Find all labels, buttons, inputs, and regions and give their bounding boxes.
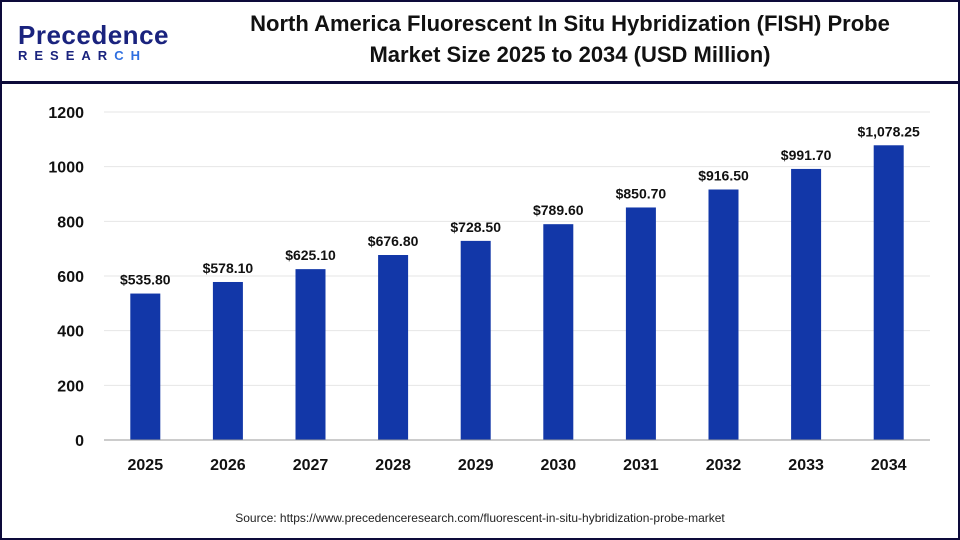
bar-2025 — [130, 293, 161, 440]
bar-2032 — [708, 189, 739, 440]
bar-2028 — [378, 255, 409, 440]
y-tick-label: 600 — [57, 269, 84, 286]
y-tick-label: 1200 — [48, 105, 84, 122]
data-label: $676.80 — [368, 233, 419, 249]
chart-title: North America Fluorescent In Situ Hybrid… — [190, 8, 950, 70]
logo: Precedence RESEARCH — [18, 22, 169, 64]
data-label: $789.60 — [533, 202, 584, 218]
bar-2033 — [791, 168, 822, 440]
logo-sub-a: RESEAR — [18, 48, 115, 63]
y-tick-label: 1000 — [48, 160, 84, 177]
x-tick-label: 2033 — [788, 457, 824, 474]
data-label: $728.50 — [450, 219, 501, 235]
source-text: Source: https://www.precedenceresearch.c… — [235, 511, 725, 525]
data-label: $991.70 — [781, 147, 832, 163]
x-tick-label: 2031 — [623, 457, 659, 474]
y-tick-label: 800 — [57, 214, 84, 231]
bar-2027 — [295, 269, 326, 440]
title-line-2: Market Size 2025 to 2034 (USD Million) — [369, 42, 771, 67]
y-tick-label: 0 — [75, 433, 84, 450]
x-tick-label: 2030 — [541, 457, 577, 474]
x-tick-label: 2025 — [128, 457, 164, 474]
x-tick-label: 2027 — [293, 457, 329, 474]
y-tick-label: 400 — [57, 324, 84, 341]
data-label: $578.10 — [203, 260, 254, 276]
bar-2031 — [625, 207, 656, 440]
bar-2029 — [460, 240, 491, 440]
title-line-1: North America Fluorescent In Situ Hybrid… — [250, 11, 890, 36]
data-label: $1,078.25 — [858, 123, 920, 139]
logo-sub: RESEARCH — [18, 48, 169, 64]
data-label: $535.80 — [120, 272, 171, 288]
x-tick-label: 2034 — [871, 457, 907, 474]
bar-2034 — [873, 145, 904, 441]
x-tick-label: 2028 — [375, 457, 411, 474]
x-tick-label: 2029 — [458, 457, 494, 474]
x-tick-label: 2026 — [210, 457, 246, 474]
logo-main: Precedence — [18, 20, 169, 50]
bar-2026 — [212, 281, 243, 440]
x-tick-label: 2032 — [706, 457, 742, 474]
data-label: $850.70 — [616, 185, 667, 201]
data-label: $916.50 — [698, 167, 749, 183]
header-divider — [0, 81, 960, 84]
y-tick-label: 200 — [57, 378, 84, 395]
logo-sub-b: CH — [114, 48, 147, 63]
bar-2030 — [543, 224, 574, 440]
data-label: $625.10 — [285, 247, 336, 263]
